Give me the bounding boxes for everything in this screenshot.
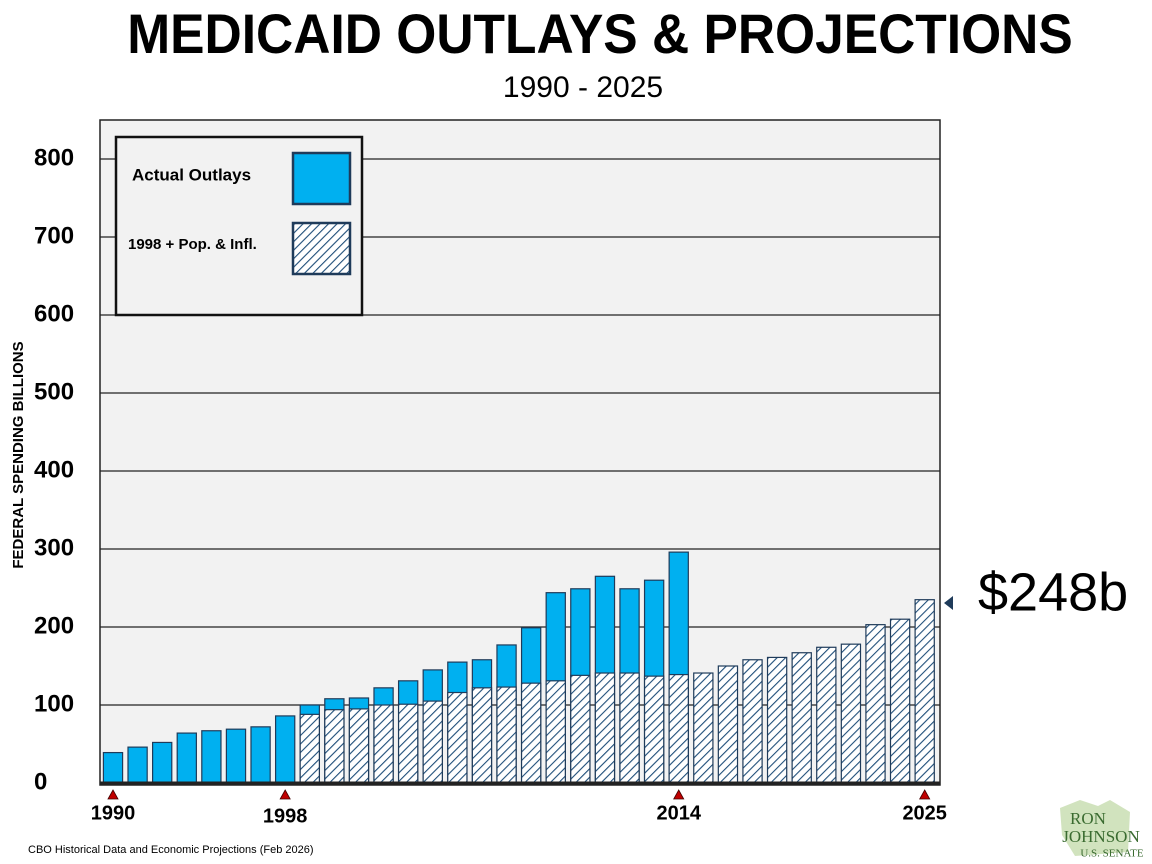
bar (742, 659, 763, 784)
bar (717, 665, 739, 784)
bar (816, 646, 837, 784)
y-tick-label: 400 (34, 456, 74, 483)
bar (865, 624, 886, 784)
x-tick-label: 2025 (902, 802, 947, 824)
legend-swatch (291, 221, 352, 276)
bar (348, 708, 370, 784)
bar (545, 680, 566, 784)
logo-text: U.S. SENATE (1080, 848, 1144, 860)
y-tick-label: 300 (34, 534, 74, 561)
bar (447, 691, 468, 784)
legend-swatch (291, 151, 352, 206)
bar (373, 704, 394, 784)
x-tick-label: 1998 (263, 805, 308, 827)
legend-label: 1998 + Pop. & Infl. (128, 236, 257, 253)
bar (324, 709, 345, 784)
y-tick-label: 800 (34, 144, 74, 171)
bar (102, 751, 124, 784)
bar (397, 703, 419, 784)
y-tick-label: 200 (34, 612, 74, 639)
logo-text: JOHNSON (1062, 827, 1139, 846)
x-tick-marker (107, 789, 119, 800)
bar (299, 713, 320, 784)
bar (422, 700, 443, 784)
logo-text: RON (1070, 809, 1106, 828)
y-axis-label: FEDERAL SPENDING BILLIONS (10, 341, 27, 568)
chart-title: MEDICAID OUTLAYS & PROJECTIONS (127, 3, 1072, 65)
x-tick-label: 1990 (91, 802, 136, 824)
bar (889, 618, 911, 784)
bar (619, 672, 640, 784)
source-note: CBO Historical Data and Economic Project… (28, 844, 314, 856)
bar (127, 746, 148, 784)
bar (840, 643, 862, 784)
bar (274, 715, 296, 784)
bar (176, 732, 197, 784)
x-tick-marker (673, 789, 685, 800)
bar (668, 673, 689, 784)
bar (225, 728, 247, 784)
bar (151, 741, 173, 784)
bar (570, 674, 591, 784)
annotation-arrow (944, 596, 953, 610)
x-tick-marker (919, 789, 931, 800)
bar (643, 675, 665, 784)
bar (766, 656, 788, 784)
bar (250, 726, 271, 784)
bar (471, 687, 493, 784)
y-tick-label: 500 (34, 378, 74, 405)
bar (496, 686, 517, 784)
y-tick-label: 100 (34, 690, 74, 717)
bar (914, 599, 935, 784)
annotation: $248b (978, 562, 1128, 622)
chart-subtitle: 1990 - 2025 (503, 71, 663, 104)
bar (594, 672, 616, 784)
bar (520, 682, 542, 784)
y-tick-label: 600 (34, 300, 74, 327)
bar (693, 672, 714, 784)
bar (201, 730, 222, 784)
y-tick-label: 0 (34, 768, 47, 795)
bar (791, 652, 812, 784)
logo-map (1060, 800, 1130, 856)
legend-label: Actual Outlays (132, 165, 251, 184)
y-tick-label: 700 (34, 222, 74, 249)
x-tick-marker (279, 789, 291, 800)
x-tick-label: 2014 (656, 802, 701, 824)
